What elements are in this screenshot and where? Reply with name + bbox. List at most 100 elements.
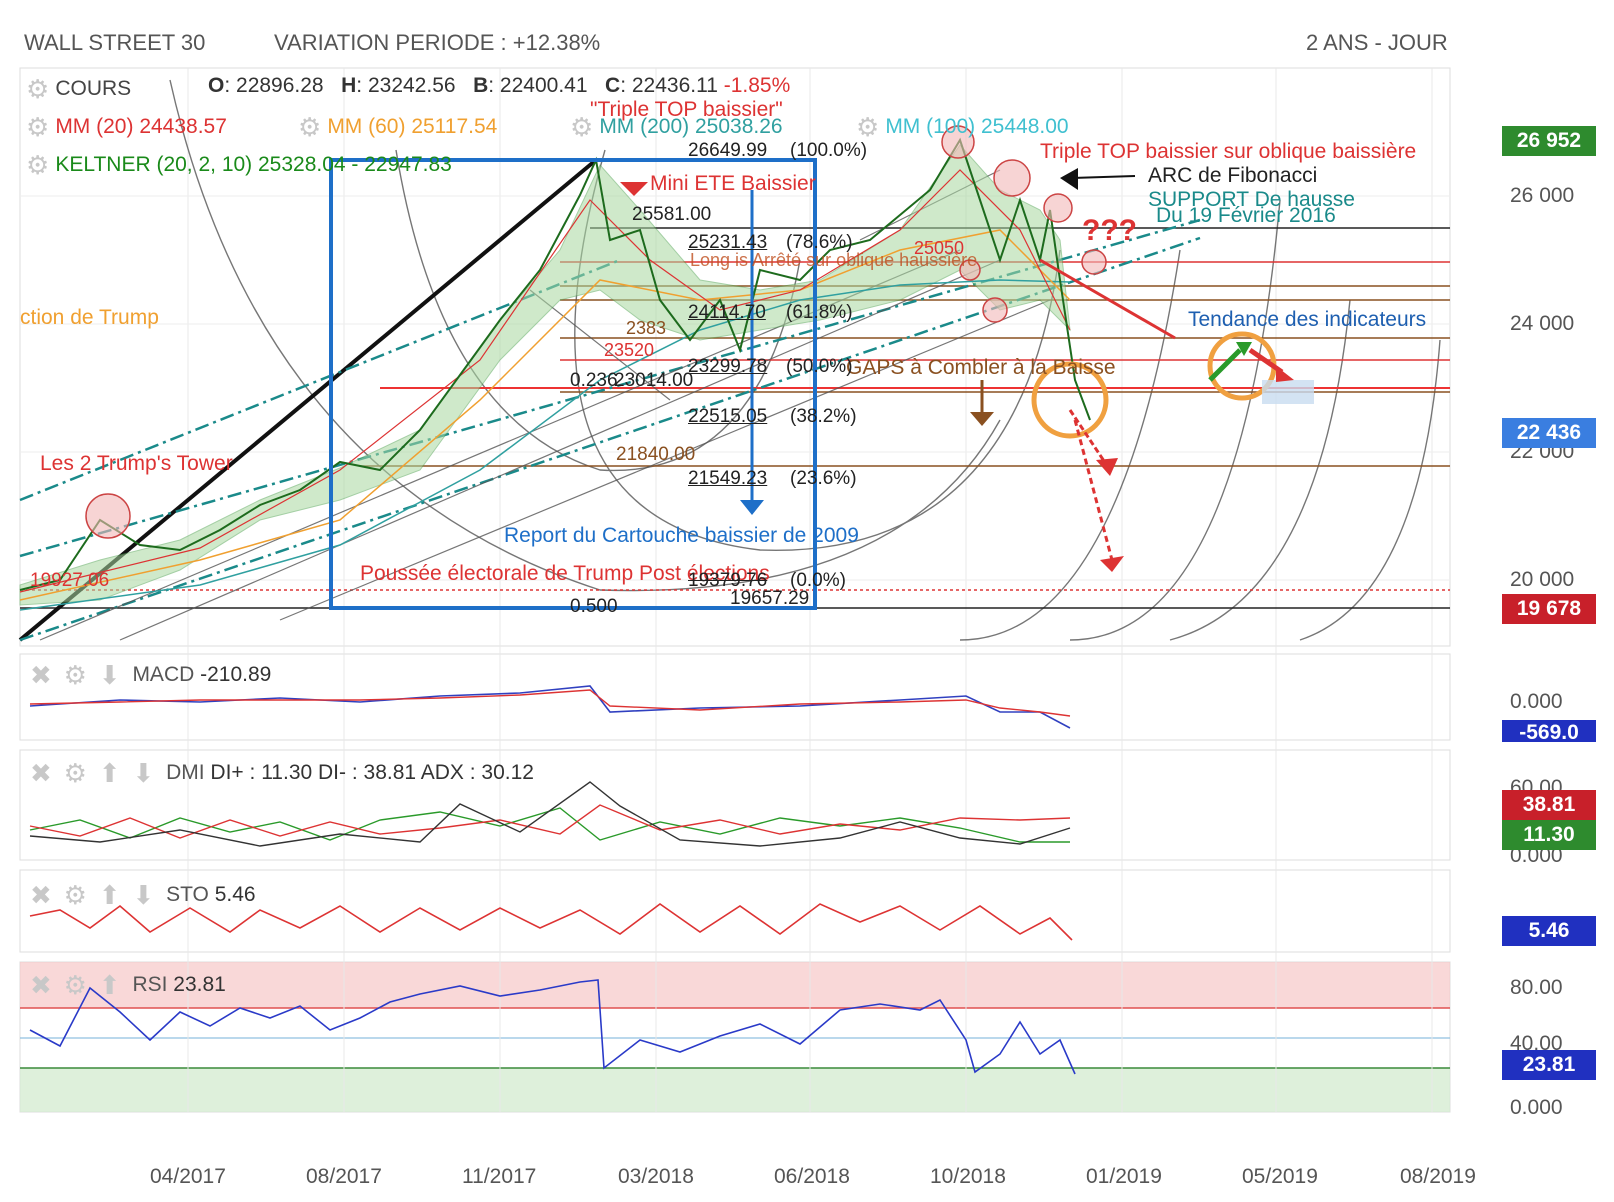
mm60-label: MM (60) 25117.54 — [327, 115, 498, 139]
gear-icon[interactable]: ⚙ — [570, 112, 594, 142]
gear-icon[interactable]: ⚙ — [63, 970, 87, 1000]
fib-23520: 23520 — [604, 340, 655, 360]
x-tick-2: 08/2017 — [306, 1165, 382, 1188]
close-icon[interactable]: ✖ — [30, 970, 52, 1000]
sto-title: ✖ ⚙ ⬆ ⬇ STO 5.46 — [30, 880, 256, 911]
price-tag-low: 19 678 — [1502, 594, 1596, 624]
arrow-up-icon[interactable]: ⬆ — [98, 758, 121, 788]
annot-support: SUPPORT De hausse — [1148, 188, 1355, 211]
rsi-value: 23.81 — [173, 973, 226, 997]
arrow-down-icon[interactable]: ⬇ — [132, 880, 155, 910]
fib-19927: 19927.06 — [30, 570, 110, 591]
arrow-up-icon[interactable]: ⬆ — [98, 880, 121, 910]
cours-label: COURS — [55, 77, 132, 101]
sto-label: STO — [166, 883, 209, 907]
x-tick-1: 04/2017 — [150, 1165, 226, 1188]
sto-value: 5.46 — [214, 883, 256, 907]
macd-signal — [29, 689, 1071, 717]
dmi-tag-plus: 11.30 — [1502, 820, 1596, 850]
dmi-title: ✖ ⚙ ⬆ ⬇ DMI DI+ : 11.30 DI- : 38.81 ADX … — [30, 758, 534, 789]
gear-icon[interactable]: ⚙ — [298, 112, 322, 142]
y-tick-26000: 26 000 — [1510, 184, 1575, 207]
fib-236-pct: (23.6%) — [790, 468, 857, 489]
sto-line — [29, 903, 1073, 941]
gear-icon[interactable]: ⚙ — [26, 112, 50, 142]
fib-25050: 25050 — [914, 238, 965, 258]
gear-icon[interactable]: ⚙ — [856, 112, 880, 142]
annot-election: ction de Trump — [20, 306, 159, 329]
period-selector[interactable]: 2 ANS - JOUR — [1306, 30, 1448, 55]
fib-19657: 19657.29 — [730, 588, 810, 609]
mm20-legend[interactable]: ⚙ MM (20) 24438.57 — [26, 112, 227, 143]
keltner-legend[interactable]: ⚙ KELTNER (20, 2, 10) 25328.04 - 22947.83 — [26, 150, 452, 181]
annot-qqq: ??? — [1082, 214, 1137, 247]
close-icon[interactable]: ✖ — [30, 660, 52, 690]
annot-mini-ete: Mini ETE Baissier — [650, 172, 816, 195]
gear-icon[interactable]: ⚙ — [26, 74, 50, 104]
annot-long: Long is Arrêté sur oblique haussière — [690, 250, 978, 270]
gear-icon[interactable]: ⚙ — [63, 880, 87, 910]
arrow-down-icon[interactable]: ⬇ — [132, 758, 155, 788]
low-value: 22400.41 — [499, 74, 588, 97]
fib-23014: 23014.00 — [614, 370, 694, 391]
rsi-line — [29, 979, 1076, 1075]
mm200-line — [19, 279, 1071, 611]
mm60-legend[interactable]: ⚙ MM (60) 25117.54 — [298, 112, 497, 143]
x-tick-4: 03/2018 — [618, 1165, 694, 1188]
arrow-down-icon[interactable]: ⬇ — [98, 660, 121, 690]
fib-0-pct: (0.0%) — [790, 570, 846, 591]
x-tick-3: 11/2017 — [462, 1165, 537, 1188]
close-icon[interactable]: ✖ — [30, 758, 52, 788]
x-tick-6: 10/2018 — [930, 1165, 1006, 1188]
annot-poussee: Poussée électorale de Trump Post électio… — [360, 562, 770, 585]
keltner-label: KELTNER (20, 2, 10) 25328.04 - 22947.83 — [55, 153, 452, 177]
fib-500-pct: (50.0%) — [786, 356, 853, 377]
close-label: C — [605, 74, 621, 97]
annot-tendance: Tendance des indicateurs — [1188, 308, 1427, 331]
fib-382-pct: (38.2%) — [790, 406, 857, 427]
rsi-label: RSI — [132, 973, 168, 997]
mm200-legend[interactable]: ⚙ MM (200) 25038.26 — [570, 112, 783, 143]
rsi-title: ✖ ⚙ ⬆ RSI 23.81 — [30, 970, 226, 1001]
macd-title: ✖ ⚙ ⬇ MACD -210.89 — [30, 660, 271, 691]
gear-icon[interactable]: ⚙ — [63, 660, 87, 690]
fib-382-value: 22515.05 — [688, 406, 768, 427]
change-value: -1.85% — [723, 74, 791, 97]
mm100-legend[interactable]: ⚙ MM (100) 25448.00 — [856, 112, 1069, 143]
annot-triple-top-oblique: Triple TOP baissier sur oblique baissièr… — [1040, 140, 1417, 163]
macd-label: MACD — [132, 663, 195, 687]
x-tick-7: 01/2019 — [1086, 1165, 1162, 1188]
macd-tag: -569.0 — [1502, 720, 1596, 744]
dmi-panel-frame — [19, 749, 1451, 861]
cours-legend[interactable]: ⚙ COURS — [26, 74, 131, 105]
arrow-up-icon[interactable]: ⬆ — [98, 970, 121, 1000]
fib-0500: 0.500 — [570, 596, 618, 617]
dmi-di-plus — [29, 807, 1070, 843]
annot-gaps: GAPS à Combler à la Baisse — [846, 356, 1116, 379]
rsi-overbought-zone — [20, 962, 1450, 1008]
fib-25581: 25581.00 — [632, 204, 712, 225]
rsi-tick-0: 0.000 — [1510, 1096, 1563, 1119]
price-panel-frame — [19, 67, 1451, 647]
mm100-label: MM (100) 25448.00 — [885, 115, 1069, 139]
dmi-tag-minus: 38.81 — [1502, 790, 1596, 820]
dmi-label: DMI — [166, 761, 205, 785]
fibonacci-arcs — [169, 79, 1441, 641]
gear-icon[interactable]: ⚙ — [26, 150, 50, 180]
mm200-label: MM (200) 25038.26 — [599, 115, 783, 139]
fib-618-pct: (61.8%) — [786, 302, 853, 323]
gear-icon[interactable]: ⚙ — [63, 758, 87, 788]
sto-tag: 5.46 — [1502, 916, 1596, 946]
dmi-adx — [29, 781, 1071, 847]
rsi-tick-80: 80.00 — [1510, 976, 1563, 999]
fib-618-value: 24114.70 — [688, 302, 766, 323]
fib-2383: 2383 — [626, 318, 667, 338]
close-icon[interactable]: ✖ — [30, 880, 52, 910]
fib-236-value: 21549.23 — [688, 468, 768, 489]
annot-trump-towers: Les 2 Trump's Tower — [40, 452, 233, 475]
rsi-tag: 23.81 — [1502, 1050, 1596, 1080]
price-tag-last: 22 436 — [1502, 418, 1596, 448]
annot-arc-fib: ARC de Fibonacci — [1148, 164, 1318, 187]
fib-0236: 0.236 — [570, 370, 618, 391]
